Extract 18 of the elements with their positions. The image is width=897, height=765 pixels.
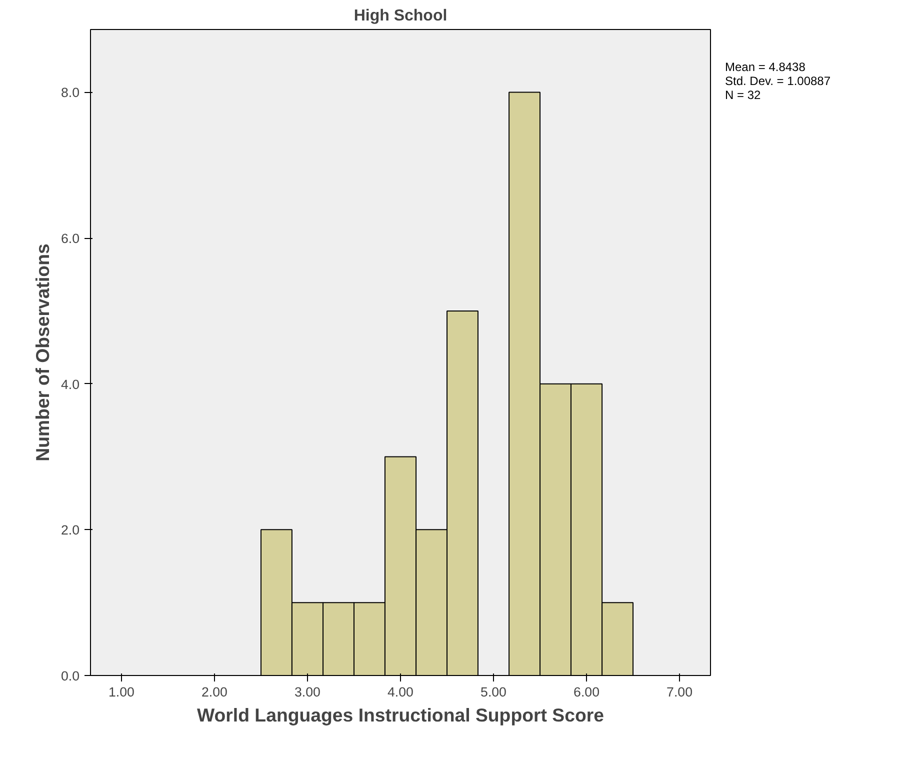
x-tick-label: 4.00 [388, 684, 414, 700]
y-tick-label: 8.0 [60, 85, 80, 100]
x-tick-label: 1.00 [108, 684, 134, 700]
y-tick-label: 4.0 [60, 376, 80, 392]
y-axis-title: Number of Observations [32, 244, 53, 462]
chart-title: High School [354, 8, 448, 24]
x-tick-label: 6.00 [574, 684, 600, 700]
y-tick-label: 6.0 [60, 231, 80, 246]
text: Mean = 4.8438 [725, 60, 806, 74]
text: Std. Dev. = 1.00887 [725, 74, 831, 88]
y-tick-label: 2.0 [60, 522, 80, 538]
x-tick-label: 2.00 [202, 684, 228, 700]
y-tick-label: 0.0 [60, 668, 80, 684]
x-tick-label: 3.00 [294, 684, 320, 700]
x-tick-label: 7.00 [666, 684, 693, 700]
x-tick-label: 5.00 [480, 684, 506, 700]
text: N = 32 [725, 88, 761, 102]
x-axis-title: World Languages Instructional Support Score [196, 704, 604, 726]
